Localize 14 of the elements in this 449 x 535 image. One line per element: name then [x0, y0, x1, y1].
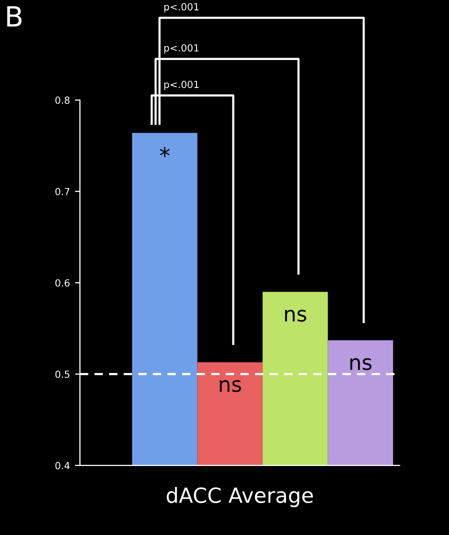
data-label: ns: [220, 380, 241, 392]
text: p<.001: [164, 80, 198, 90]
y-tick-label: 0.8: [55, 96, 70, 104]
text: p<.001: [164, 44, 198, 54]
data-label: ns: [285, 310, 306, 322]
y-tick-label: 0.4: [55, 462, 70, 470]
chart-title: B: [7, 6, 22, 26]
text: p<.001: [164, 3, 198, 12]
data-label: *: [160, 147, 170, 158]
x-axis-title: dACC Average: [166, 486, 313, 508]
y-tick-label: 0.7: [55, 188, 70, 196]
data-label: ns: [350, 358, 372, 370]
y-tick-label: 0.5: [55, 370, 70, 378]
y-tick-label: 0.6: [55, 279, 70, 287]
